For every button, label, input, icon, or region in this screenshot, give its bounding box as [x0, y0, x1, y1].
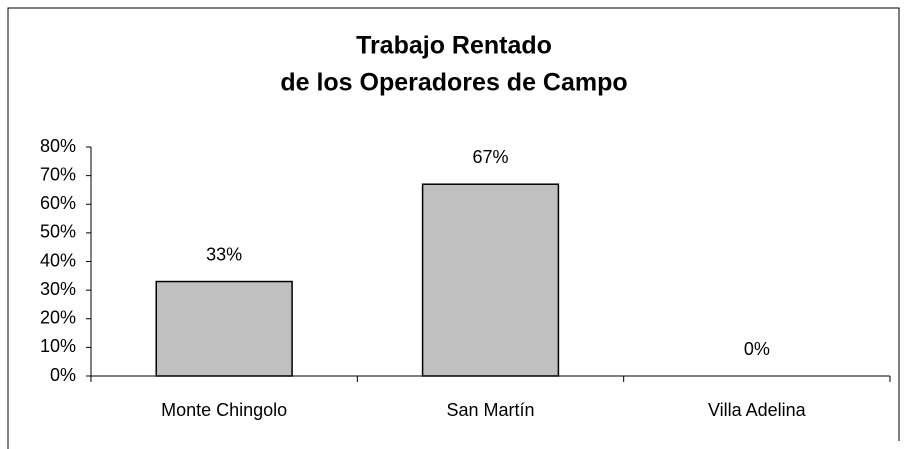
chart-title: Trabajo Rentado: [356, 32, 552, 60]
y-tick-label: 80%: [40, 136, 76, 156]
chart-frame: [7, 7, 900, 449]
chart-title: de los Operadores de Campo: [280, 69, 627, 97]
y-tick-label: 0%: [50, 365, 76, 385]
x-tick-label: San Martín: [446, 400, 534, 420]
y-tick-label: 30%: [40, 279, 76, 299]
y-tick-label: 50%: [40, 222, 76, 242]
x-tick-label: Monte Chingolo: [161, 400, 287, 420]
bar: [155, 280, 293, 377]
data-label: 33%: [206, 244, 242, 264]
bar: [421, 183, 560, 377]
y-tick-label: 70%: [40, 164, 76, 184]
y-tick-label: 60%: [40, 193, 76, 213]
x-tick-label: Villa Adelina: [708, 400, 807, 420]
data-label: 0%: [744, 339, 770, 359]
y-tick-label: 10%: [40, 336, 76, 356]
y-tick-label: 40%: [40, 250, 76, 270]
data-label: 67%: [472, 147, 508, 167]
y-tick-label: 20%: [40, 308, 76, 328]
